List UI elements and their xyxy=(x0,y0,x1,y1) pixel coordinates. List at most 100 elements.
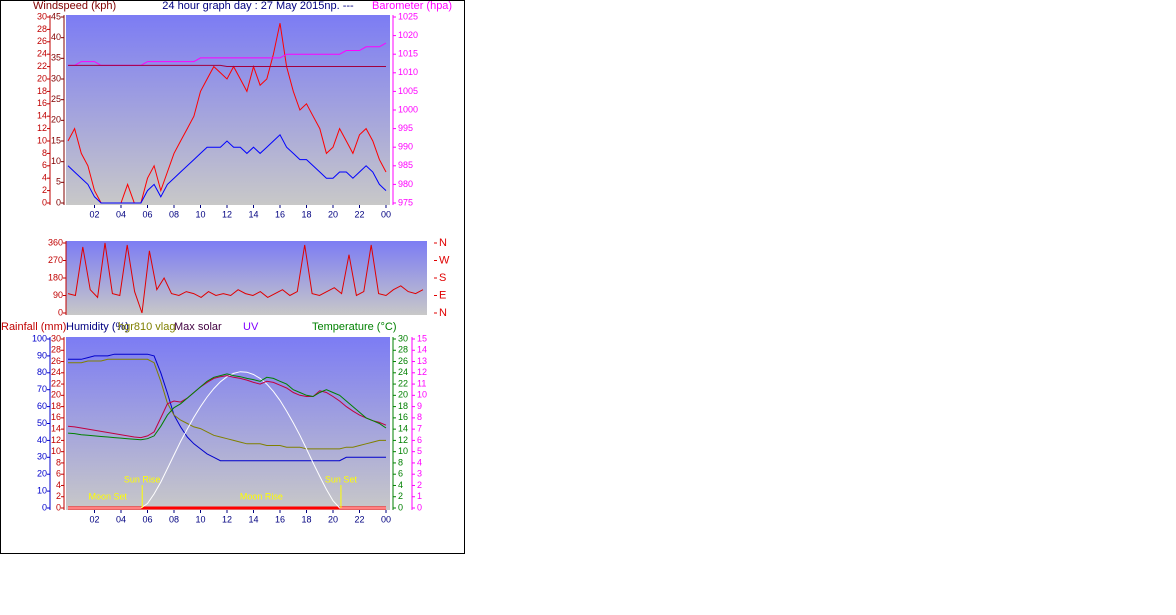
y-tick-label: 24 xyxy=(51,367,61,377)
y-tick-label: 10 xyxy=(37,485,47,495)
y-tick-label: 90 xyxy=(37,350,47,360)
y-tick-label: 30 xyxy=(51,73,61,83)
y-tick-label: 30 xyxy=(37,11,47,21)
y-tick-label: 26 xyxy=(398,356,408,366)
y-tick-label: 18 xyxy=(51,401,61,411)
y-tick-label: 16 xyxy=(398,412,408,422)
axis-title: Humidity (%) xyxy=(66,321,129,333)
y-tick-label: 1000 xyxy=(398,104,418,114)
axis-title: Windspeed (kph) xyxy=(33,0,116,12)
y-tick-label: 0 xyxy=(56,197,61,207)
annotation: Sun Set xyxy=(325,474,358,484)
y-tick-label: 60 xyxy=(37,401,47,411)
y-tick-label: 990 xyxy=(398,142,413,152)
y-tick-label: 20 xyxy=(51,390,61,400)
x-tick-label: 08 xyxy=(169,514,179,524)
y-tick-label: 10 xyxy=(51,446,61,456)
y-tick-label: 8 xyxy=(398,457,403,467)
y-tick-label: 35 xyxy=(51,53,61,63)
y-tick-label: 5 xyxy=(417,446,422,456)
y-tick-label: 14 xyxy=(398,424,408,434)
y-tick-label: 26 xyxy=(37,36,47,46)
y-tick-label: 18 xyxy=(398,401,408,411)
x-tick-label: 22 xyxy=(354,514,364,524)
x-tick-label: 10 xyxy=(195,209,205,219)
x-tick-label: 18 xyxy=(301,514,311,524)
x-tick-label: 04 xyxy=(116,514,126,524)
y-tick-label: 28 xyxy=(398,345,408,355)
y-tick-label: 0 xyxy=(398,502,403,512)
y-tick-label: 14 xyxy=(51,424,61,434)
y-tick-label: 20 xyxy=(398,390,408,400)
y-tick-label: 12 xyxy=(417,367,427,377)
y-tick-label: 2 xyxy=(56,491,61,501)
y-tick-label: 9 xyxy=(417,401,422,411)
y-tick-label: 12 xyxy=(398,435,408,445)
y-tick-label: 22 xyxy=(51,378,61,388)
x-tick-label: 02 xyxy=(89,514,99,524)
y-tick-label: 985 xyxy=(398,160,413,170)
axis-title: Max solar xyxy=(174,321,222,333)
y-tick-label: 1010 xyxy=(398,67,418,77)
series-line xyxy=(68,353,386,462)
annotation: Sun Rise xyxy=(124,474,161,484)
y-tick-label: 13 xyxy=(417,356,427,366)
y-tick-label: 70 xyxy=(37,384,47,394)
y-tick-label: 25 xyxy=(51,94,61,104)
x-tick-label: 14 xyxy=(248,209,258,219)
x-tick-label: 08 xyxy=(169,209,179,219)
y-tick-label: 14 xyxy=(37,111,47,121)
y-tick-label: 180 xyxy=(48,272,63,282)
y-tick-label: 270 xyxy=(48,255,63,265)
x-tick-label: 12 xyxy=(222,514,232,524)
y-tick-label: 6 xyxy=(42,160,47,170)
y-tick-label: 4 xyxy=(56,480,61,490)
x-tick-label: 16 xyxy=(275,514,285,524)
series-line xyxy=(68,64,386,67)
x-tick-label: 02 xyxy=(89,209,99,219)
y-tick-label: 28 xyxy=(37,24,47,34)
y-tick-label: 0 xyxy=(58,307,63,317)
y-tick-label: 10 xyxy=(51,156,61,166)
y-tick-label: 8 xyxy=(42,148,47,158)
series-line xyxy=(67,373,387,441)
y-tick-label: 18 xyxy=(37,86,47,96)
y-tick-label: 10 xyxy=(417,390,427,400)
x-tick-label: 10 xyxy=(195,514,205,524)
y-tick-label: 100 xyxy=(32,333,47,343)
y-tick-label: 2 xyxy=(417,480,422,490)
y-tick-label: 2 xyxy=(398,491,403,501)
x-tick-label: 18 xyxy=(301,209,311,219)
y-tick-label: 20 xyxy=(51,115,61,125)
y-tick-label: 20 xyxy=(37,469,47,479)
y-tick-label: 80 xyxy=(37,367,47,377)
y-tick-label: 995 xyxy=(398,123,413,133)
x-tick-label: 20 xyxy=(328,209,338,219)
annotation: Moon Rise xyxy=(240,491,283,501)
y-tick-label: 3 xyxy=(417,469,422,479)
y-tick-label: 8 xyxy=(417,412,422,422)
annotation: Moon Set xyxy=(88,491,127,501)
y-tick-label: 15 xyxy=(417,333,427,343)
axis-title: Temperature (°C) xyxy=(312,321,396,333)
y-tick-label: 980 xyxy=(398,179,413,189)
x-tick-label: 20 xyxy=(328,514,338,524)
plot-area xyxy=(66,337,390,510)
x-tick-label: 22 xyxy=(354,209,364,219)
y-tick-label: 360 xyxy=(48,237,63,247)
y-tick-label: N xyxy=(439,237,447,249)
y-tick-label: 2 xyxy=(42,185,47,195)
y-tick-label: 7 xyxy=(417,424,422,434)
x-tick-label: 12 xyxy=(222,209,232,219)
y-tick-label: 40 xyxy=(37,435,47,445)
y-tick-label: 10 xyxy=(398,446,408,456)
y-tick-label: 45 xyxy=(51,11,61,21)
plot-area xyxy=(66,241,427,315)
axis-title: Barometer (hpa) xyxy=(372,0,452,12)
y-tick-label: 4 xyxy=(42,173,47,183)
y-tick-label: 5 xyxy=(56,177,61,187)
x-tick-label: 16 xyxy=(275,209,285,219)
y-tick-label: 14 xyxy=(417,345,427,355)
y-tick-label: 24 xyxy=(398,367,408,377)
